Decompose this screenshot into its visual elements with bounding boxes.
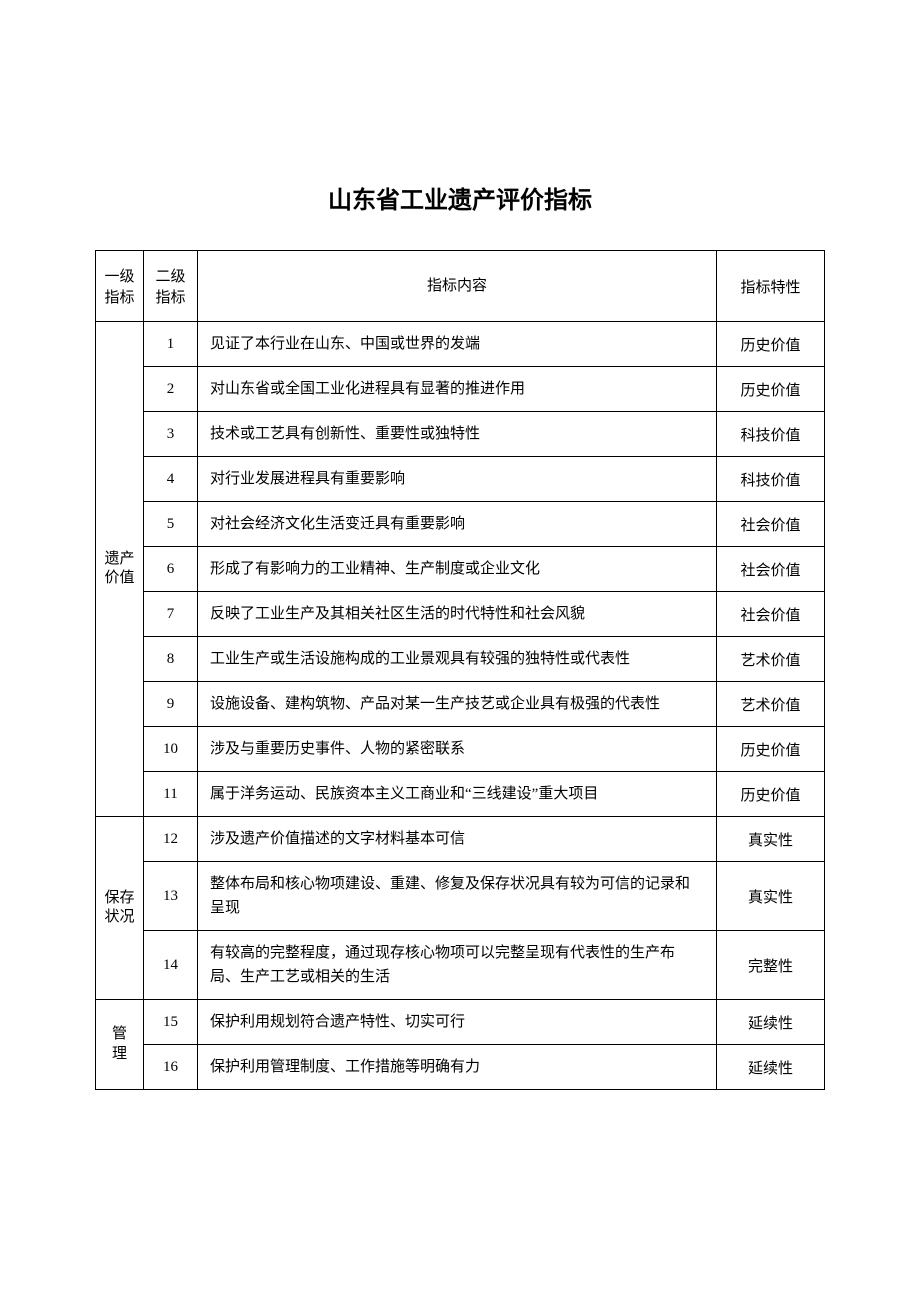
group-label: 管理	[96, 1000, 144, 1090]
row-content: 对社会经济文化生活变迁具有重要影响	[198, 502, 717, 547]
row-number: 10	[144, 727, 198, 772]
row-attribute: 历史价值	[717, 772, 825, 817]
row-number: 9	[144, 682, 198, 727]
table-row: 遗产价值1见证了本行业在山东、中国或世界的发端历史价值	[96, 322, 825, 367]
row-content: 涉及遗产价值描述的文字材料基本可信	[198, 817, 717, 862]
table-row: 11属于洋务运动、民族资本主义工商业和“三线建设”重大项目历史价值	[96, 772, 825, 817]
row-number: 12	[144, 817, 198, 862]
table-row: 10涉及与重要历史事件、人物的紧密联系历史价值	[96, 727, 825, 772]
row-attribute: 社会价值	[717, 502, 825, 547]
row-content: 涉及与重要历史事件、人物的紧密联系	[198, 727, 717, 772]
row-number: 16	[144, 1045, 198, 1090]
row-attribute: 延续性	[717, 1045, 825, 1090]
table-row: 8工业生产或生活设施构成的工业景观具有较强的独特性或代表性艺术价值	[96, 637, 825, 682]
row-attribute: 真实性	[717, 817, 825, 862]
row-attribute: 社会价值	[717, 592, 825, 637]
table-row: 2对山东省或全国工业化进程具有显著的推进作用历史价值	[96, 367, 825, 412]
table-row: 管理15保护利用规划符合遗产特性、切实可行延续性	[96, 1000, 825, 1045]
table-row: 5对社会经济文化生活变迁具有重要影响社会价值	[96, 502, 825, 547]
table-row: 13整体布局和核心物项建设、重建、修复及保存状况具有较为可信的记录和呈现真实性	[96, 862, 825, 931]
row-content: 整体布局和核心物项建设、重建、修复及保存状况具有较为可信的记录和呈现	[198, 862, 717, 931]
table-row: 保存状况12涉及遗产价值描述的文字材料基本可信真实性	[96, 817, 825, 862]
row-attribute: 社会价值	[717, 547, 825, 592]
row-number: 14	[144, 931, 198, 1000]
row-attribute: 真实性	[717, 862, 825, 931]
row-content: 形成了有影响力的工业精神、生产制度或企业文化	[198, 547, 717, 592]
row-attribute: 完整性	[717, 931, 825, 1000]
row-attribute: 延续性	[717, 1000, 825, 1045]
row-attribute: 历史价值	[717, 367, 825, 412]
row-content: 对行业发展进程具有重要影响	[198, 457, 717, 502]
row-content: 设施设备、建构筑物、产品对某一生产技艺或企业具有极强的代表性	[198, 682, 717, 727]
row-attribute: 艺术价值	[717, 637, 825, 682]
table-row: 16保护利用管理制度、工作措施等明确有力延续性	[96, 1045, 825, 1090]
row-attribute: 历史价值	[717, 322, 825, 367]
row-number: 1	[144, 322, 198, 367]
row-number: 3	[144, 412, 198, 457]
table-row: 14有较高的完整程度，通过现存核心物项可以完整呈现有代表性的生产布局、生产工艺或…	[96, 931, 825, 1000]
row-attribute: 历史价值	[717, 727, 825, 772]
row-number: 7	[144, 592, 198, 637]
table-row: 3技术或工艺具有创新性、重要性或独特性科技价值	[96, 412, 825, 457]
row-number: 15	[144, 1000, 198, 1045]
table-row: 6形成了有影响力的工业精神、生产制度或企业文化社会价值	[96, 547, 825, 592]
row-number: 4	[144, 457, 198, 502]
header-content: 指标内容	[198, 251, 717, 322]
header-level1: 一级指标	[96, 251, 144, 322]
evaluation-table: 一级指标 二级指标 指标内容 指标特性 遗产价值1见证了本行业在山东、中国或世界…	[95, 250, 825, 1090]
table-header-row: 一级指标 二级指标 指标内容 指标特性	[96, 251, 825, 322]
document-title: 山东省工业遗产评价指标	[95, 180, 825, 215]
row-number: 8	[144, 637, 198, 682]
row-content: 保护利用规划符合遗产特性、切实可行	[198, 1000, 717, 1045]
row-attribute: 科技价值	[717, 457, 825, 502]
row-attribute: 科技价值	[717, 412, 825, 457]
row-number: 13	[144, 862, 198, 931]
row-number: 11	[144, 772, 198, 817]
table-row: 4对行业发展进程具有重要影响科技价值	[96, 457, 825, 502]
row-number: 5	[144, 502, 198, 547]
group-label: 遗产价值	[96, 322, 144, 817]
group-label: 保存状况	[96, 817, 144, 1000]
row-number: 6	[144, 547, 198, 592]
row-content: 技术或工艺具有创新性、重要性或独特性	[198, 412, 717, 457]
row-number: 2	[144, 367, 198, 412]
row-content: 对山东省或全国工业化进程具有显著的推进作用	[198, 367, 717, 412]
row-attribute: 艺术价值	[717, 682, 825, 727]
header-attribute: 指标特性	[717, 251, 825, 322]
header-level2: 二级指标	[144, 251, 198, 322]
row-content: 属于洋务运动、民族资本主义工商业和“三线建设”重大项目	[198, 772, 717, 817]
row-content: 工业生产或生活设施构成的工业景观具有较强的独特性或代表性	[198, 637, 717, 682]
row-content: 见证了本行业在山东、中国或世界的发端	[198, 322, 717, 367]
row-content: 反映了工业生产及其相关社区生活的时代特性和社会风貌	[198, 592, 717, 637]
table-row: 9设施设备、建构筑物、产品对某一生产技艺或企业具有极强的代表性艺术价值	[96, 682, 825, 727]
row-content: 有较高的完整程度，通过现存核心物项可以完整呈现有代表性的生产布局、生产工艺或相关…	[198, 931, 717, 1000]
table-row: 7反映了工业生产及其相关社区生活的时代特性和社会风貌社会价值	[96, 592, 825, 637]
row-content: 保护利用管理制度、工作措施等明确有力	[198, 1045, 717, 1090]
